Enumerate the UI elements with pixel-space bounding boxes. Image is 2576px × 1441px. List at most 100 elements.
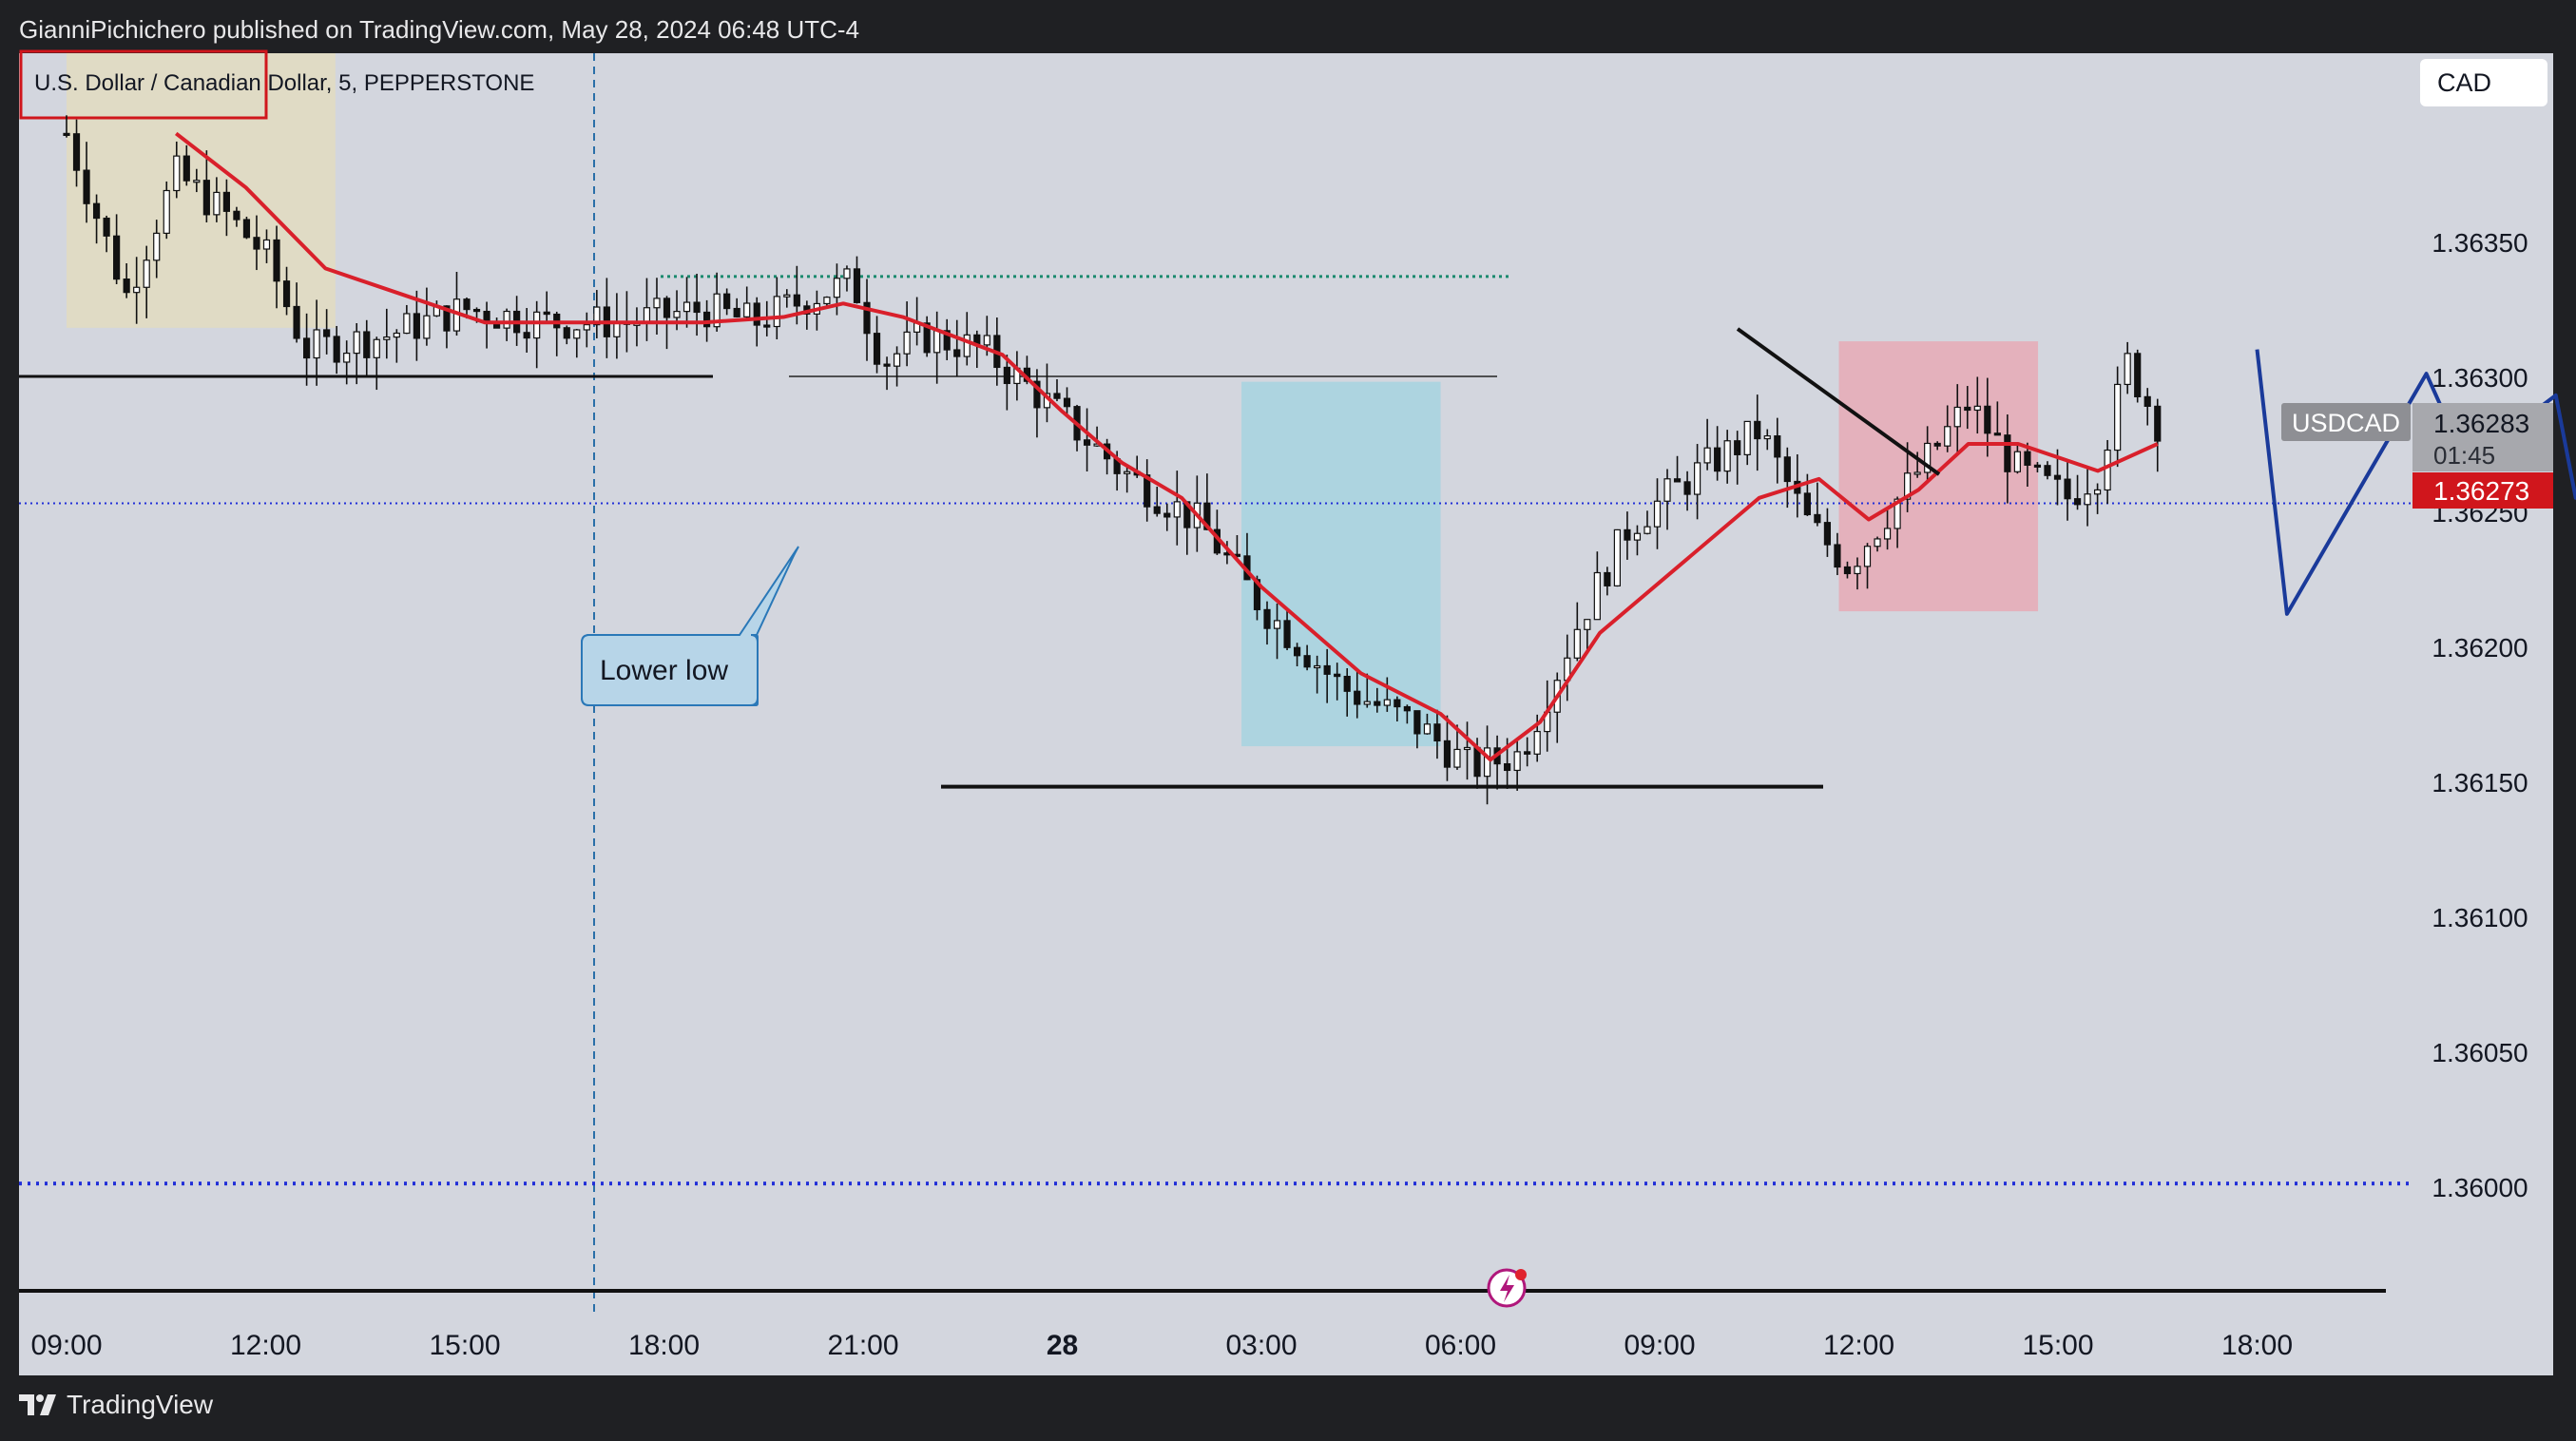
lightning-glyph bbox=[1500, 1275, 1514, 1302]
y-tick-label: 1.36350 bbox=[2432, 228, 2528, 258]
candle-body bbox=[873, 333, 881, 365]
x-tick-label: 15:00 bbox=[429, 1330, 500, 1361]
candle-body bbox=[1203, 502, 1211, 530]
x-tick-label: 18:00 bbox=[628, 1330, 700, 1361]
candle-body bbox=[282, 280, 291, 308]
y-tick-label: 1.36100 bbox=[2432, 903, 2528, 932]
candle-body bbox=[1913, 471, 1921, 475]
candle-body bbox=[92, 202, 101, 220]
candle-body bbox=[423, 315, 431, 339]
candle-body bbox=[1973, 405, 1981, 412]
candle-body bbox=[2093, 489, 2102, 495]
candle-body bbox=[1953, 406, 1961, 428]
trendline bbox=[1736, 327, 1941, 476]
bid-price-tag bbox=[2413, 472, 2553, 509]
zone-box bbox=[67, 53, 336, 328]
candle-body bbox=[1814, 513, 1821, 524]
candle-body bbox=[123, 279, 130, 294]
candle-body bbox=[213, 191, 221, 216]
x-tick-label: 28 bbox=[1047, 1330, 1078, 1361]
candle-body bbox=[1863, 546, 1872, 567]
x-tick-label: 06:00 bbox=[1425, 1330, 1496, 1361]
candle-body bbox=[133, 286, 141, 294]
x-tick-label: 18:00 bbox=[2221, 1330, 2293, 1361]
candle-body bbox=[1573, 628, 1581, 659]
candle-body bbox=[793, 294, 800, 307]
candle-body bbox=[583, 324, 590, 331]
candle-body bbox=[353, 331, 360, 355]
candle-body bbox=[233, 210, 240, 221]
candle-body bbox=[1743, 420, 1751, 455]
candle-body bbox=[1904, 472, 1912, 500]
candle-body bbox=[783, 294, 791, 298]
candle-body bbox=[943, 330, 951, 351]
candle-body bbox=[1613, 528, 1621, 586]
ticker-label: USDCAD bbox=[2292, 409, 2400, 437]
candle-body bbox=[343, 352, 351, 363]
candle-body bbox=[1263, 608, 1271, 629]
candle-body bbox=[2013, 451, 2021, 472]
candle-body bbox=[1033, 380, 1041, 409]
candle-body bbox=[2134, 353, 2142, 397]
candle-body bbox=[1354, 690, 1361, 705]
candle-body bbox=[2024, 451, 2031, 466]
candle-body bbox=[363, 331, 371, 358]
publish-info: GianniPichichero published on TradingVie… bbox=[19, 15, 860, 44]
bar-countdown: 01:45 bbox=[2433, 441, 2495, 470]
x-tick-label: 12:00 bbox=[230, 1330, 301, 1361]
candle-body bbox=[523, 332, 530, 339]
x-tick-label: 09:00 bbox=[30, 1330, 102, 1361]
candle-body bbox=[833, 278, 841, 298]
candle-body bbox=[1693, 462, 1701, 495]
callout-text: Lower low bbox=[600, 655, 728, 686]
candle-body bbox=[1524, 751, 1531, 755]
candle-body bbox=[533, 311, 541, 339]
candle-body bbox=[743, 302, 751, 317]
candle-body bbox=[1003, 366, 1010, 385]
candle-body bbox=[303, 337, 311, 359]
candle-body bbox=[893, 353, 901, 367]
candle-body bbox=[663, 298, 671, 318]
candle-body bbox=[1483, 747, 1491, 778]
candle-body bbox=[2044, 465, 2051, 476]
candle-body bbox=[613, 321, 621, 337]
currency-button[interactable]: CAD bbox=[2420, 59, 2547, 106]
candle-body bbox=[1883, 528, 1892, 540]
y-tick-label: 1.36300 bbox=[2432, 363, 2528, 393]
candle-body bbox=[1153, 506, 1161, 514]
candle-body bbox=[1453, 748, 1461, 768]
candle-body bbox=[853, 268, 861, 303]
candle-body bbox=[593, 306, 601, 326]
symbol-description: U.S. Dollar / Canadian Dollar, 5, PEPPER… bbox=[34, 70, 535, 96]
candle-body bbox=[1633, 532, 1642, 541]
candle-body bbox=[1394, 699, 1401, 708]
candle-body bbox=[83, 169, 90, 204]
candle-body bbox=[2053, 474, 2062, 480]
candle-body bbox=[222, 191, 231, 212]
bid-price: 1.36273 bbox=[2433, 476, 2529, 506]
candle-body bbox=[113, 235, 121, 280]
candle-body bbox=[293, 305, 300, 339]
candle-body bbox=[383, 336, 391, 340]
candle-body bbox=[2033, 464, 2042, 468]
candle-body bbox=[1783, 456, 1791, 483]
candle-body bbox=[1053, 393, 1061, 399]
publish-bar: GianniPichichero published on TradingVie… bbox=[0, 0, 2576, 53]
candle-body bbox=[1624, 528, 1631, 541]
candle-body bbox=[1944, 426, 1951, 447]
candle-body bbox=[1683, 481, 1691, 495]
candle-body bbox=[573, 329, 581, 339]
x-tick-label: 21:00 bbox=[827, 1330, 898, 1361]
candle-body bbox=[1314, 664, 1321, 669]
candle-body bbox=[1644, 526, 1651, 534]
candle-body bbox=[1413, 710, 1421, 735]
candle-body bbox=[1993, 432, 2001, 436]
tradingview-logo[interactable]: TradingView bbox=[19, 1390, 213, 1420]
candle-body bbox=[443, 305, 451, 332]
candle-body bbox=[673, 311, 681, 318]
y-tick-label: 1.36150 bbox=[2432, 768, 2528, 797]
candle-body bbox=[173, 155, 181, 192]
candle-body bbox=[323, 329, 331, 337]
candle-body bbox=[183, 155, 190, 182]
